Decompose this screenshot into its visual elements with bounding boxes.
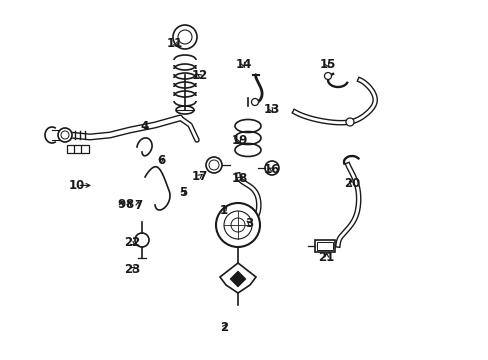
Circle shape	[230, 218, 244, 232]
Text: 2: 2	[220, 321, 227, 334]
Circle shape	[251, 99, 258, 105]
Bar	[74, 145, 82, 153]
Bar	[81, 145, 89, 153]
Circle shape	[205, 157, 222, 173]
Text: 22: 22	[123, 237, 140, 249]
Text: 18: 18	[231, 172, 247, 185]
Text: 8: 8	[125, 198, 133, 211]
Circle shape	[173, 25, 197, 49]
Text: 1: 1	[220, 204, 227, 217]
Text: 17: 17	[191, 170, 207, 183]
Polygon shape	[220, 263, 256, 293]
Bar	[316, 242, 332, 250]
Text: 12: 12	[191, 69, 207, 82]
Circle shape	[61, 131, 69, 139]
Text: 9: 9	[117, 198, 125, 211]
Circle shape	[135, 233, 149, 247]
Circle shape	[346, 118, 353, 126]
Text: 14: 14	[235, 58, 251, 71]
Text: 4: 4	[140, 120, 148, 132]
Text: 7: 7	[134, 199, 142, 212]
Polygon shape	[229, 271, 245, 287]
Bar	[67, 145, 75, 153]
Text: 21: 21	[318, 251, 334, 264]
Circle shape	[208, 160, 219, 170]
Circle shape	[324, 72, 331, 80]
Text: 3: 3	[245, 217, 253, 230]
Text: 15: 15	[319, 58, 335, 71]
Text: 19: 19	[231, 134, 247, 147]
Text: 13: 13	[263, 103, 279, 116]
Circle shape	[224, 211, 251, 239]
Text: 5: 5	[179, 186, 187, 199]
Text: 6: 6	[157, 154, 165, 167]
Text: 10: 10	[69, 179, 85, 192]
Text: 20: 20	[343, 177, 360, 190]
Circle shape	[264, 161, 279, 175]
Circle shape	[58, 128, 72, 142]
Text: 23: 23	[123, 263, 140, 276]
Circle shape	[178, 30, 192, 44]
Bar	[314, 240, 334, 252]
Text: 11: 11	[166, 37, 183, 50]
Circle shape	[216, 203, 260, 247]
Text: 16: 16	[263, 163, 279, 176]
